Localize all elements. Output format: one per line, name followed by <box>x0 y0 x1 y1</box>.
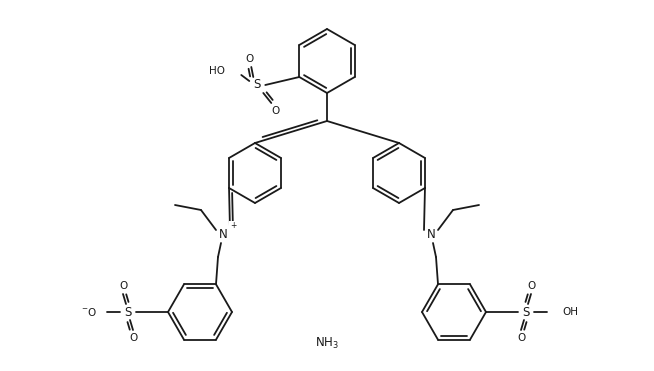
Text: O: O <box>129 333 137 343</box>
Text: HO: HO <box>209 66 225 76</box>
Text: O: O <box>527 281 535 291</box>
Text: N: N <box>426 229 436 242</box>
Text: S: S <box>254 79 261 92</box>
Text: +: + <box>230 221 236 230</box>
Text: $^{-}$O: $^{-}$O <box>81 306 97 318</box>
Text: NH$_3$: NH$_3$ <box>315 335 339 351</box>
Text: O: O <box>517 333 525 343</box>
Text: O: O <box>271 106 279 116</box>
Text: S: S <box>124 305 131 318</box>
Text: O: O <box>245 54 253 64</box>
Text: OH: OH <box>562 307 578 317</box>
Text: O: O <box>119 281 127 291</box>
Text: N: N <box>218 229 228 242</box>
Text: S: S <box>523 305 530 318</box>
